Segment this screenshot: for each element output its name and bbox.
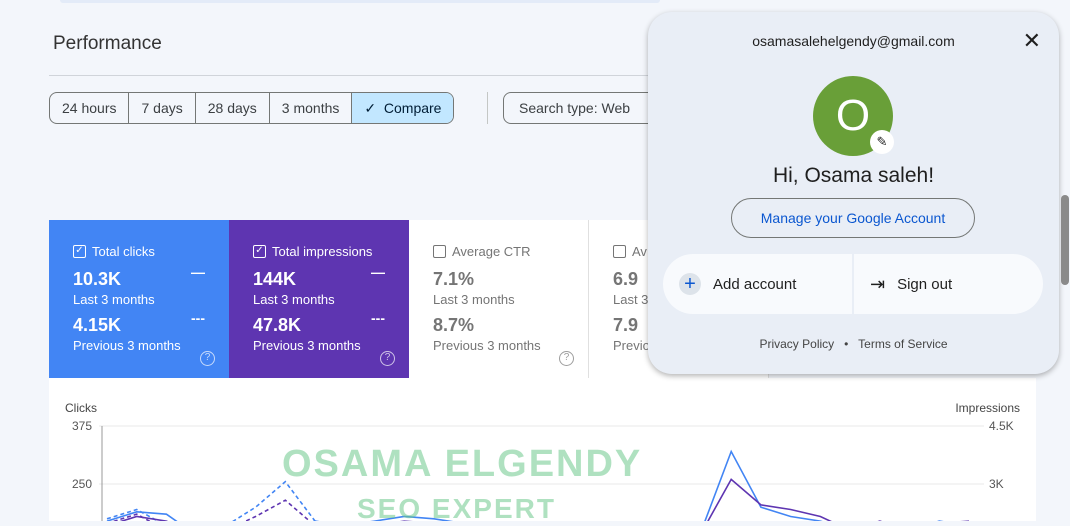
y2-tick: 4.5K	[989, 419, 1014, 433]
help-icon[interactable]: ?	[559, 351, 574, 366]
solid-line-legend: —	[371, 264, 385, 280]
metric-card[interactable]: Av 6.9 Last 3 7.9 Previo	[589, 220, 769, 378]
y-tick: 250	[72, 477, 92, 491]
metric-label: Av	[632, 244, 647, 259]
dashed-line-legend: ---	[191, 310, 205, 326]
metric-period: Last 3 months	[73, 292, 155, 307]
sign-out-icon: ⇥	[870, 273, 886, 294]
add-account-label: Add account	[713, 275, 797, 293]
top-bar	[60, 0, 660, 3]
metric-prev-period: Previo	[613, 338, 650, 353]
y2-tick: 3K	[989, 477, 1004, 491]
terms-link[interactable]: Terms of Service	[858, 337, 948, 351]
series-line-2	[106, 478, 970, 526]
close-icon[interactable]: ✕	[1022, 28, 1041, 53]
divider	[49, 75, 1049, 76]
search-type-filter[interactable]: Search type: Web	[503, 92, 663, 124]
metric-prev-value: 8.7%	[433, 315, 475, 335]
y2-axis-label: Impressions	[955, 401, 1020, 415]
checkbox[interactable]	[613, 245, 626, 258]
metric-card[interactable]: ✓ Total impressions 144K Last 3 months 47…	[229, 220, 409, 378]
date-filters: 24 hours 7 days 28 days 3 months ✓ Compa…	[49, 92, 455, 124]
metric-value: 10.3K	[73, 269, 122, 289]
metric-card[interactable]: ✓ Total clicks 10.3K Last 3 months 4.15K …	[49, 220, 229, 378]
pencil-icon[interactable]: ✎	[870, 130, 894, 154]
watermark-logo: SEO EXPERT	[357, 493, 556, 524]
filter-28-days[interactable]: 28 days	[196, 93, 270, 123]
add-account-button[interactable]: + Add account	[663, 254, 852, 314]
scrollbar[interactable]	[1061, 195, 1069, 285]
checkbox[interactable]: ✓	[253, 245, 266, 258]
performance-chart: Clicks Impressions 375 4.5K 250 3K	[49, 378, 1036, 526]
metric-period: Last 3	[613, 292, 649, 307]
solid-line-legend: —	[191, 264, 205, 280]
metric-period: Last 3 months	[433, 292, 515, 307]
filter-3-months[interactable]: 3 months	[270, 93, 353, 123]
sign-out-label: Sign out	[897, 275, 953, 293]
filter-7-days[interactable]: 7 days	[129, 93, 196, 123]
help-icon[interactable]: ?	[380, 351, 395, 366]
plus-icon: +	[679, 273, 701, 295]
metric-prev-value: 4.15K	[73, 315, 122, 335]
sign-out-button[interactable]: ⇥ Sign out	[854, 254, 1043, 314]
manage-account-button[interactable]: Manage your Google Account	[731, 198, 975, 238]
filter-24-hours[interactable]: 24 hours	[50, 93, 130, 123]
privacy-policy-link[interactable]: Privacy Policy	[759, 337, 835, 351]
help-icon[interactable]: ?	[200, 351, 215, 366]
y-axis-label: Clicks	[65, 401, 97, 415]
series-line-1	[106, 480, 970, 526]
account-email: osamasalehelgendy@gmail.com	[752, 33, 955, 49]
dashed-line-legend: ---	[371, 310, 385, 326]
metric-label: Total clicks	[92, 244, 155, 259]
y-tick: 375	[72, 419, 92, 433]
metric-prev-period: Previous 3 months	[73, 338, 181, 353]
compare-label: Compare	[383, 100, 442, 116]
metric-label: Average CTR	[452, 244, 531, 259]
account-popup: osamasalehelgendy@gmail.com ✕ O ✎ Hi, Os…	[648, 12, 1059, 374]
divider	[487, 92, 488, 124]
page-title: Performance	[53, 33, 162, 54]
metric-prev-value: 7.9	[613, 315, 639, 335]
metric-value: 144K	[253, 269, 297, 289]
metric-prev-value: 47.8K	[253, 315, 302, 335]
metric-period: Last 3 months	[253, 292, 335, 307]
check-icon: ✓	[364, 100, 377, 116]
filter-compare[interactable]: ✓ Compare	[352, 93, 454, 123]
metric-value: 7.1%	[433, 269, 475, 289]
greeting: Hi, Osama saleh!	[772, 164, 935, 187]
metric-card[interactable]: Average CTR 7.1% Last 3 months 8.7% Prev…	[409, 220, 589, 378]
metric-prev-period: Previous 3 months	[433, 338, 541, 353]
checkbox[interactable]	[433, 245, 446, 258]
metric-prev-period: Previous 3 months	[253, 338, 361, 353]
separator-dot: •	[844, 337, 849, 351]
watermark-logo: OSAMA ELGENDY	[282, 443, 643, 485]
metric-value: 6.9	[613, 269, 639, 289]
checkbox[interactable]: ✓	[73, 245, 86, 258]
metric-label: Total impressions	[272, 244, 373, 259]
